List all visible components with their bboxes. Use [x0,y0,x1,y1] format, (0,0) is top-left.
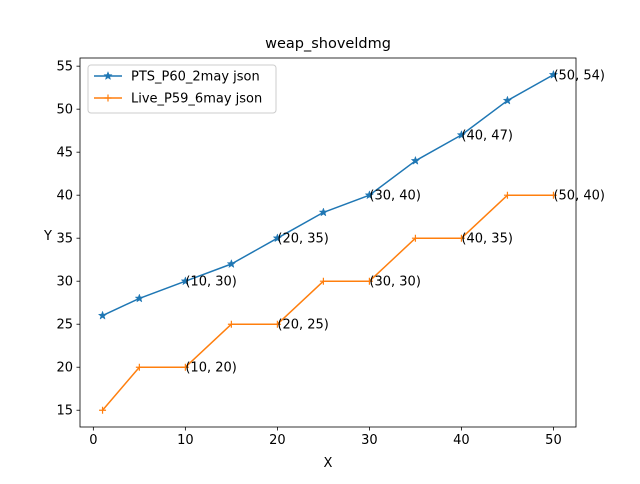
y-tick-label: 20 [56,361,73,376]
data-label: (20, 35) [277,232,329,247]
data-point-marker [319,277,327,285]
data-label: (20, 25) [277,318,329,333]
data-point-marker [135,363,143,371]
data-label: (40, 35) [461,232,512,247]
axes-frame [79,57,577,428]
chart-title: weap_shoveldmg [265,36,391,52]
data-point-marker [97,310,108,320]
legend-box [87,64,277,114]
data-point-marker [227,320,235,328]
data-point-marker [272,233,283,243]
legend-marker-1 [103,70,113,81]
y-tick-label: 35 [56,232,73,247]
x-tick-label: 50 [545,433,562,448]
data-label: (50, 40) [553,189,605,204]
data-point-marker [548,69,559,79]
data-label: (10, 20) [185,361,237,376]
y-tick-label: 40 [56,189,73,204]
x-tick-label: 30 [361,433,378,448]
data-point-marker [134,293,145,303]
y-tick-label: 30 [56,275,73,290]
x-tick-label: 10 [177,433,194,448]
x-tick-label: 20 [269,433,286,448]
data-point-marker [180,276,191,286]
y-tick-label: 55 [56,60,73,75]
x-axis-label: X [324,456,333,471]
y-tick-label: 15 [56,404,73,419]
data-label: (40, 47) [461,128,512,143]
data-point-marker [503,191,511,199]
data-point-marker [365,277,373,285]
data-label: (50, 54) [553,68,605,83]
data-point-marker [456,129,467,140]
y-tick-label: 45 [56,146,73,161]
data-point-marker [549,191,557,199]
data-point-marker [457,234,465,242]
data-point-marker [411,234,419,242]
data-label: (10, 30) [185,275,237,290]
data-point-marker [318,207,329,217]
legend-label-1: PTS_P60_2may json [131,70,260,85]
data-label: (30, 40) [369,189,421,204]
data-point-marker [273,320,281,328]
x-tick-label: 0 [89,433,97,448]
plot-area: 0 10 20 30 40 50 15 20 25 30 35 40 45 50 55 (10, 30) (20… [56,57,605,448]
data-point-marker [99,406,107,414]
y-tick-label: 25 [56,318,73,333]
y-axis-label: Y [43,229,52,244]
y-tick-label: 50 [56,103,73,118]
x-tick-label: 40 [453,433,470,448]
data-point-marker [410,155,421,165]
data-point-marker [226,258,237,269]
legend-label-2: Live_P59_6may json [131,92,262,107]
data-point-marker [364,190,375,200]
data-point-marker [502,95,513,105]
data-label: (30, 30) [369,275,421,290]
legend-marker-2 [104,94,112,102]
data-point-marker [181,363,189,371]
